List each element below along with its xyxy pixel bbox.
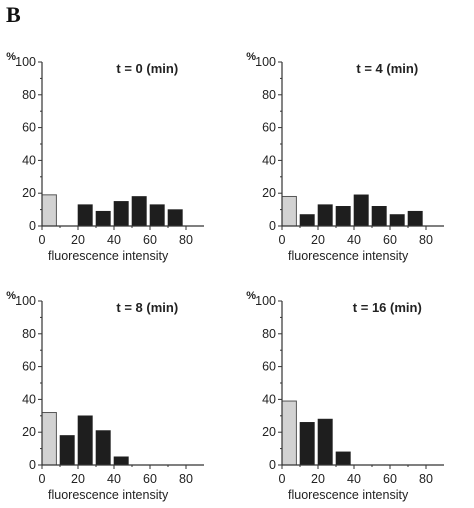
x-tick-label: 20 [311, 472, 325, 486]
y-tick-label: 80 [262, 327, 276, 341]
x-tick-label: 0 [39, 233, 46, 247]
histogram-bar-4 [335, 206, 351, 227]
x-axis-title: fluorescence intensity [48, 488, 169, 502]
x-tick-label: 40 [347, 233, 361, 247]
y-tick-label: 0 [269, 219, 276, 233]
y-tick-label: 40 [22, 153, 36, 167]
y-tick-label: 0 [29, 458, 36, 472]
y-tick-label: 60 [22, 121, 36, 135]
chart-panel-2: 0 20 40 60 80 100 0 20 40 60 80% t = 4 (min) fluores… [246, 51, 444, 263]
y-tick-label: 20 [22, 425, 36, 439]
histogram-bar-6 [149, 204, 165, 227]
x-tick-label: 20 [71, 233, 85, 247]
x-tick-label: 60 [143, 233, 157, 247]
panel-label: B [6, 2, 21, 27]
histogram-bar-5 [131, 196, 147, 227]
chart-title: t = 16 (min) [353, 300, 422, 315]
histogram-bar-4 [95, 430, 111, 466]
chart-panel-3: 0 20 40 60 80 100 0 20 40 60 80% t = 8 (min) fluores… [6, 290, 204, 502]
x-tick-label: 0 [279, 233, 286, 247]
histogram-bar-4 [113, 201, 129, 227]
x-tick-label: 80 [179, 472, 193, 486]
histogram-bar-5 [113, 456, 129, 466]
histogram-bar-2 [299, 214, 315, 227]
x-tick-label: 0 [279, 472, 286, 486]
x-tick-label: 80 [419, 472, 433, 486]
histogram-bar-6 [371, 206, 387, 227]
reference-bar-1 [281, 400, 297, 466]
x-tick-label: 80 [179, 233, 193, 247]
x-tick-label: 40 [107, 472, 121, 486]
y-axis-unit: % [246, 290, 256, 302]
y-tick-label: 80 [262, 88, 276, 102]
y-tick-label: 80 [22, 88, 36, 102]
histogram-bar-4 [335, 451, 351, 466]
histogram-bar-2 [299, 422, 315, 466]
y-tick-label: 100 [15, 294, 36, 308]
chart-title: t = 4 (min) [356, 61, 418, 76]
x-tick-label: 20 [71, 472, 85, 486]
y-tick-label: 100 [15, 55, 36, 69]
histogram-bar-5 [353, 194, 369, 227]
y-tick-label: 40 [262, 153, 276, 167]
y-tick-label: 100 [255, 294, 276, 308]
y-axis-unit: % [6, 290, 16, 302]
histogram-bar-3 [317, 418, 333, 466]
x-axis-title: fluorescence intensity [288, 249, 409, 263]
x-tick-label: 80 [419, 233, 433, 247]
x-axis-title: fluorescence intensity [288, 488, 409, 502]
histogram-bar-3 [317, 204, 333, 227]
y-tick-label: 100 [255, 55, 276, 69]
x-tick-label: 60 [383, 472, 397, 486]
y-tick-label: 60 [22, 360, 36, 374]
chart-panel-4: 0 20 40 60 80 100 0 20 40 60 80% t = 16 (min) fluore… [246, 290, 444, 502]
y-tick-label: 60 [262, 121, 276, 135]
x-tick-label: 40 [107, 233, 121, 247]
x-axis-title: fluorescence intensity [48, 249, 169, 263]
histogram-bar-3 [95, 210, 111, 227]
y-tick-label: 20 [262, 186, 276, 200]
y-axis-unit: % [6, 51, 16, 63]
x-tick-label: 40 [347, 472, 361, 486]
x-tick-label: 60 [383, 233, 397, 247]
y-tick-label: 40 [262, 392, 276, 406]
reference-bar-1 [41, 194, 57, 227]
histogram-bar-2 [59, 435, 75, 466]
y-tick-label: 0 [269, 458, 276, 472]
x-tick-label: 60 [143, 472, 157, 486]
histogram-bar-7 [389, 214, 405, 227]
histogram-bar-2 [77, 204, 93, 227]
chart-panel-1: 0 20 40 60 80 100 0 20 40 60 80% t = 0 (min) fluores… [6, 51, 204, 263]
y-tick-label: 20 [262, 425, 276, 439]
histogram-bar-7 [167, 209, 183, 227]
y-tick-label: 60 [262, 360, 276, 374]
y-tick-label: 80 [22, 327, 36, 341]
x-tick-label: 20 [311, 233, 325, 247]
histogram-bar-8 [407, 210, 423, 227]
chart-title: t = 8 (min) [116, 300, 178, 315]
histogram-bar-3 [77, 415, 93, 466]
y-axis-unit: % [246, 51, 256, 63]
charts-container: 0 20 40 60 80 100 0 20 40 60 80% t = 0 (min) fluores… [6, 51, 444, 502]
y-tick-label: 20 [22, 186, 36, 200]
reference-bar-1 [281, 195, 297, 227]
y-tick-label: 40 [22, 392, 36, 406]
reference-bar-1 [41, 412, 57, 466]
x-tick-label: 0 [39, 472, 46, 486]
chart-title: t = 0 (min) [116, 61, 178, 76]
y-tick-label: 0 [29, 219, 36, 233]
